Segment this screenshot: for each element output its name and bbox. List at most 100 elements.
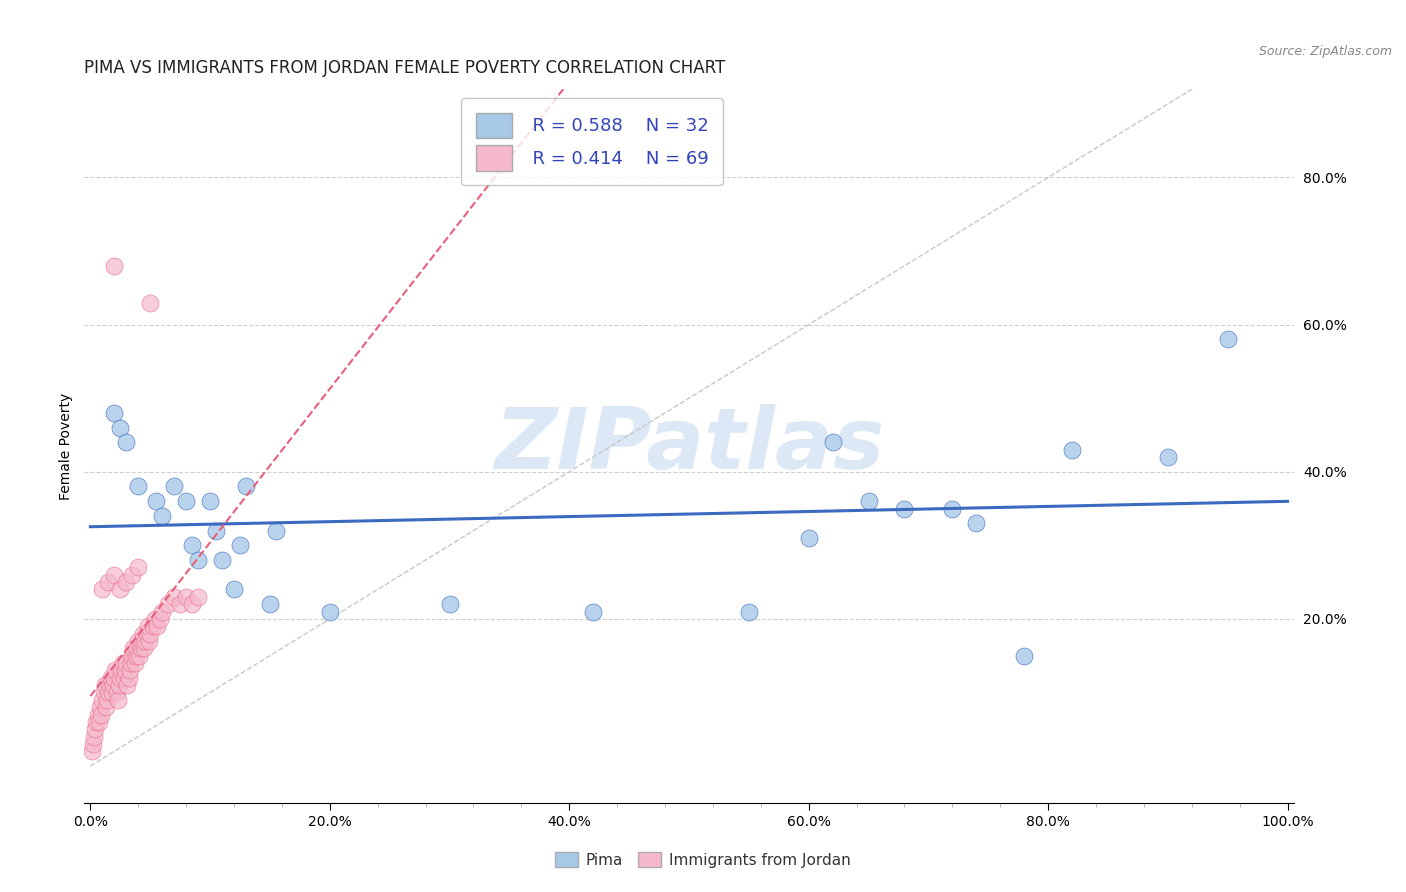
Text: PIMA VS IMMIGRANTS FROM JORDAN FEMALE POVERTY CORRELATION CHART: PIMA VS IMMIGRANTS FROM JORDAN FEMALE PO… xyxy=(84,59,725,77)
Point xyxy=(125,648,148,663)
Point xyxy=(222,582,245,597)
Point xyxy=(127,634,149,648)
Point xyxy=(115,435,138,450)
Point xyxy=(87,714,110,729)
Point xyxy=(129,641,152,656)
Point xyxy=(121,567,143,582)
Point xyxy=(135,626,157,640)
Point xyxy=(163,479,186,493)
Point xyxy=(94,700,117,714)
Point xyxy=(118,671,141,685)
Point xyxy=(132,626,155,640)
Point xyxy=(86,707,108,722)
Point xyxy=(103,406,125,420)
Point xyxy=(110,671,132,685)
Point xyxy=(98,678,121,692)
Point xyxy=(205,524,228,538)
Point xyxy=(107,693,129,707)
Point xyxy=(112,671,135,685)
Point xyxy=(118,664,141,678)
Point xyxy=(110,582,132,597)
Point xyxy=(134,634,156,648)
Point xyxy=(105,685,128,699)
Point xyxy=(82,737,104,751)
Legend: Pima, Immigrants from Jordan: Pima, Immigrants from Jordan xyxy=(547,844,859,875)
Point xyxy=(858,494,880,508)
Point xyxy=(91,693,114,707)
Point xyxy=(93,678,115,692)
Point xyxy=(1216,332,1239,346)
Point xyxy=(83,730,105,744)
Point xyxy=(264,524,287,538)
Point xyxy=(97,575,120,590)
Point xyxy=(174,590,197,604)
Point xyxy=(174,494,197,508)
Text: ZIPatlas: ZIPatlas xyxy=(494,404,884,488)
Point xyxy=(198,494,221,508)
Point xyxy=(139,295,162,310)
Point xyxy=(738,605,761,619)
Point xyxy=(108,678,131,692)
Point xyxy=(181,597,204,611)
Point xyxy=(101,685,124,699)
Point xyxy=(134,641,156,656)
Point xyxy=(145,494,167,508)
Point xyxy=(150,605,173,619)
Point xyxy=(893,501,915,516)
Point xyxy=(117,678,139,692)
Point xyxy=(128,648,150,663)
Point xyxy=(211,553,233,567)
Point xyxy=(965,516,987,531)
Point xyxy=(138,634,160,648)
Point xyxy=(136,619,159,633)
Point xyxy=(1012,648,1035,663)
Point xyxy=(163,590,186,604)
Point xyxy=(150,508,173,523)
Point xyxy=(86,714,108,729)
Point xyxy=(103,567,125,582)
Point xyxy=(100,671,122,685)
Point xyxy=(187,553,209,567)
Point xyxy=(169,597,191,611)
Point xyxy=(439,597,461,611)
Point xyxy=(229,538,252,552)
Point xyxy=(125,641,148,656)
Point xyxy=(111,656,134,670)
Text: Source: ZipAtlas.com: Source: ZipAtlas.com xyxy=(1258,45,1392,58)
Point xyxy=(235,479,257,493)
Point xyxy=(80,744,103,758)
Point xyxy=(146,619,169,633)
Point xyxy=(91,582,114,597)
Point xyxy=(104,664,127,678)
Legend:   R = 0.588    N = 32,   R = 0.414    N = 69: R = 0.588 N = 32, R = 0.414 N = 69 xyxy=(461,98,723,186)
Point xyxy=(121,648,143,663)
Point xyxy=(89,700,111,714)
Point xyxy=(96,693,118,707)
Point xyxy=(97,685,120,699)
Point xyxy=(120,656,142,670)
Point xyxy=(101,678,124,692)
Point xyxy=(582,605,605,619)
Point xyxy=(103,671,125,685)
Point xyxy=(110,420,132,434)
Point xyxy=(187,590,209,604)
Y-axis label: Female Poverty: Female Poverty xyxy=(59,392,73,500)
Point xyxy=(115,656,138,670)
Point xyxy=(319,605,342,619)
Point xyxy=(122,641,145,656)
Point xyxy=(115,575,138,590)
Point xyxy=(139,626,162,640)
Point xyxy=(941,501,963,516)
Point xyxy=(127,560,149,574)
Point xyxy=(127,479,149,493)
Point xyxy=(821,435,844,450)
Point xyxy=(114,664,136,678)
Point xyxy=(259,597,281,611)
Point xyxy=(1060,442,1083,457)
Point xyxy=(124,656,146,670)
Point xyxy=(103,259,125,273)
Point xyxy=(1157,450,1180,464)
Point xyxy=(131,634,153,648)
Point xyxy=(157,597,180,611)
Point xyxy=(110,664,132,678)
